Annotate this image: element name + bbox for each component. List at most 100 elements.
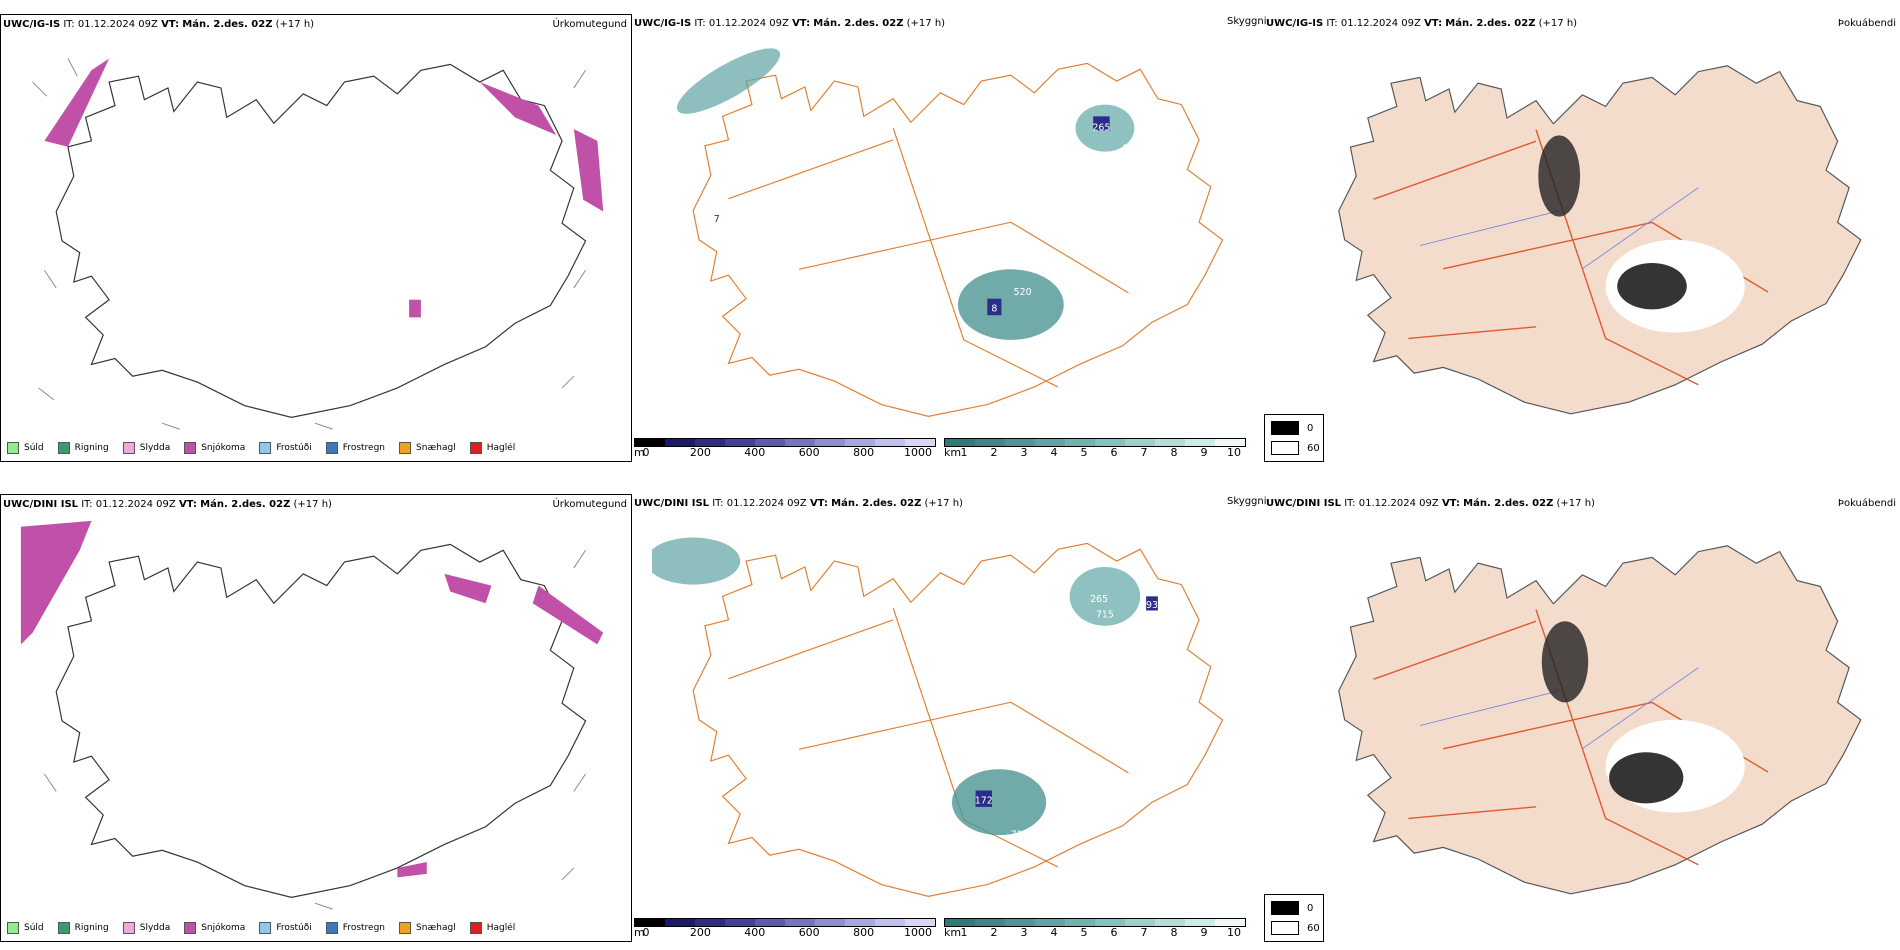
colorbar-tick: 1 xyxy=(960,446,968,459)
visibility-map: 265 715 93 172 71 xyxy=(652,537,1224,897)
precip-legend-label: Frostregn xyxy=(342,443,386,453)
visibility-color-step xyxy=(1185,439,1215,446)
cloud-swatch xyxy=(1271,901,1299,915)
height-color-step xyxy=(665,919,695,926)
panel-header: UWC/DINI ISL IT: 01.12.2024 09Z VT: Mán.… xyxy=(3,499,332,510)
height-color-step xyxy=(695,439,725,446)
precip-map xyxy=(32,58,604,430)
vis-label: 715 xyxy=(1096,610,1114,621)
height-color-step xyxy=(905,919,935,926)
visibility-color-step xyxy=(1215,919,1245,926)
colorbar-tick: 5 xyxy=(1080,926,1088,939)
precip-swatch xyxy=(469,922,482,934)
colorbar-tick: 6 xyxy=(1110,446,1118,459)
visibility-unit: km xyxy=(944,926,962,939)
vis-label: 8 xyxy=(991,304,997,315)
snow-area xyxy=(444,573,492,604)
visibility-color-step xyxy=(1125,439,1155,446)
vis-label: 265 xyxy=(1092,122,1110,133)
precip-legend-item: Slydda xyxy=(122,442,171,454)
low-visibility-area xyxy=(652,537,741,585)
visibility-unit: km xyxy=(944,446,962,459)
colorbar-tick: 3 xyxy=(1020,926,1028,939)
precip-legend: Súld Rigning Slydda Snjókoma Frostúði Frostre… xyxy=(7,442,529,454)
height-unit: m xyxy=(634,446,645,459)
visibility-color-step xyxy=(1065,439,1095,446)
panel-header: UWC/IG-IS IT: 01.12.2024 09Z VT: Mán. 2.… xyxy=(634,18,946,29)
colorbar-tick: 8 xyxy=(1170,926,1178,939)
precip-map xyxy=(20,520,604,910)
colorbar-tick: 6 xyxy=(1110,926,1118,939)
colorbar-tick: 5 xyxy=(1080,446,1088,459)
precip-legend-label: Rigning xyxy=(74,443,109,453)
precip-swatch xyxy=(57,442,70,454)
colorbar-tick: 600 xyxy=(798,926,820,939)
precip-legend-item: Súld xyxy=(7,442,44,454)
cloud-swatch xyxy=(1271,421,1299,435)
fog-area xyxy=(1541,621,1589,703)
cloud-map xyxy=(1338,65,1862,415)
panel-title: Þokuábendi xyxy=(1837,498,1896,509)
precip-swatch xyxy=(399,922,412,934)
precip-legend-item: Rigning xyxy=(57,922,109,934)
precip-legend: Súld Rigning Slydda Snjókoma Frostúði Frostre… xyxy=(7,922,529,934)
vis-label: 93 xyxy=(1146,600,1158,611)
precip-legend-label: Slydda xyxy=(139,443,171,453)
precip-swatch xyxy=(469,442,482,454)
precip-swatch xyxy=(259,442,272,454)
low-visibility-area xyxy=(1069,566,1141,626)
fog-area xyxy=(1617,263,1687,310)
precip-swatch xyxy=(325,442,338,454)
precip-legend-label: Haglél xyxy=(486,443,516,453)
height-color-step xyxy=(665,439,695,446)
visibility-color-step xyxy=(1185,919,1215,926)
cloud-panel-top: UWC/IG-IS IT: 01.12.2024 09Z VT: Mán. 2.… xyxy=(1264,14,1900,462)
colorbar-tick: 4 xyxy=(1050,926,1058,939)
precip-legend-item: Rigning xyxy=(57,442,109,454)
colorbar-tick: 800 xyxy=(853,446,875,459)
low-height-area xyxy=(1146,596,1158,611)
precip-legend-label: Frostregn xyxy=(342,923,386,933)
cloud-swatch xyxy=(1271,441,1299,455)
visibility-color-step xyxy=(1095,919,1125,926)
height-color-step xyxy=(755,919,785,926)
visibility-color-step xyxy=(945,439,975,446)
colorbar-tick: 9 xyxy=(1200,926,1208,939)
snow-area xyxy=(532,585,604,645)
precip-legend-item: Frostúði xyxy=(259,442,312,454)
snow-area xyxy=(20,520,92,645)
colorbar-tick: 1000 xyxy=(904,446,932,459)
snow-area xyxy=(397,862,427,878)
precip-swatch xyxy=(184,442,197,454)
cloud-panel-bottom: UWC/DINI ISL IT: 01.12.2024 09Z VT: Mán.… xyxy=(1264,494,1900,942)
colorbar-tick: 800 xyxy=(853,926,875,939)
colorbar-tick: 1 xyxy=(960,926,968,939)
precip-swatch xyxy=(325,922,338,934)
visibility-color-step xyxy=(1035,439,1065,446)
panel-title: Skyggni xyxy=(1227,496,1267,507)
visibility-color-step xyxy=(945,919,975,926)
colorbar-tick: 400 xyxy=(744,446,766,459)
visibility-color-step xyxy=(1035,919,1065,926)
visibility-map: 265 52 520 8 7 xyxy=(676,48,1224,417)
colorbar-tick: 8 xyxy=(1170,446,1178,459)
precip-legend-label: Súld xyxy=(24,443,44,453)
visibility-color-step xyxy=(1005,439,1035,446)
height-color-step xyxy=(875,919,905,926)
colorbar-tick: 1000 xyxy=(904,926,932,939)
panel-header: UWC/IG-IS IT: 01.12.2024 09Z VT: Mán. 2.… xyxy=(3,19,315,30)
height-color-step xyxy=(755,439,785,446)
colorbar-tick: 10 xyxy=(1227,446,1241,459)
visibility-color-step xyxy=(1155,919,1185,926)
visibility-color-step xyxy=(1065,919,1095,926)
height-color-step xyxy=(815,919,845,926)
visibility-color-step xyxy=(1095,439,1125,446)
precip-legend-item: Frostregn xyxy=(325,442,386,454)
precip-swatch xyxy=(7,442,19,454)
colorbar-tick: 400 xyxy=(744,926,766,939)
precip-swatch xyxy=(57,922,70,934)
panel-header: UWC/DINI ISL IT: 01.12.2024 09Z VT: Mán.… xyxy=(1266,498,1595,509)
colorbar-tick: 7 xyxy=(1140,926,1148,939)
low-height-area xyxy=(1093,116,1110,131)
colorbar-tick: 200 xyxy=(689,926,711,939)
